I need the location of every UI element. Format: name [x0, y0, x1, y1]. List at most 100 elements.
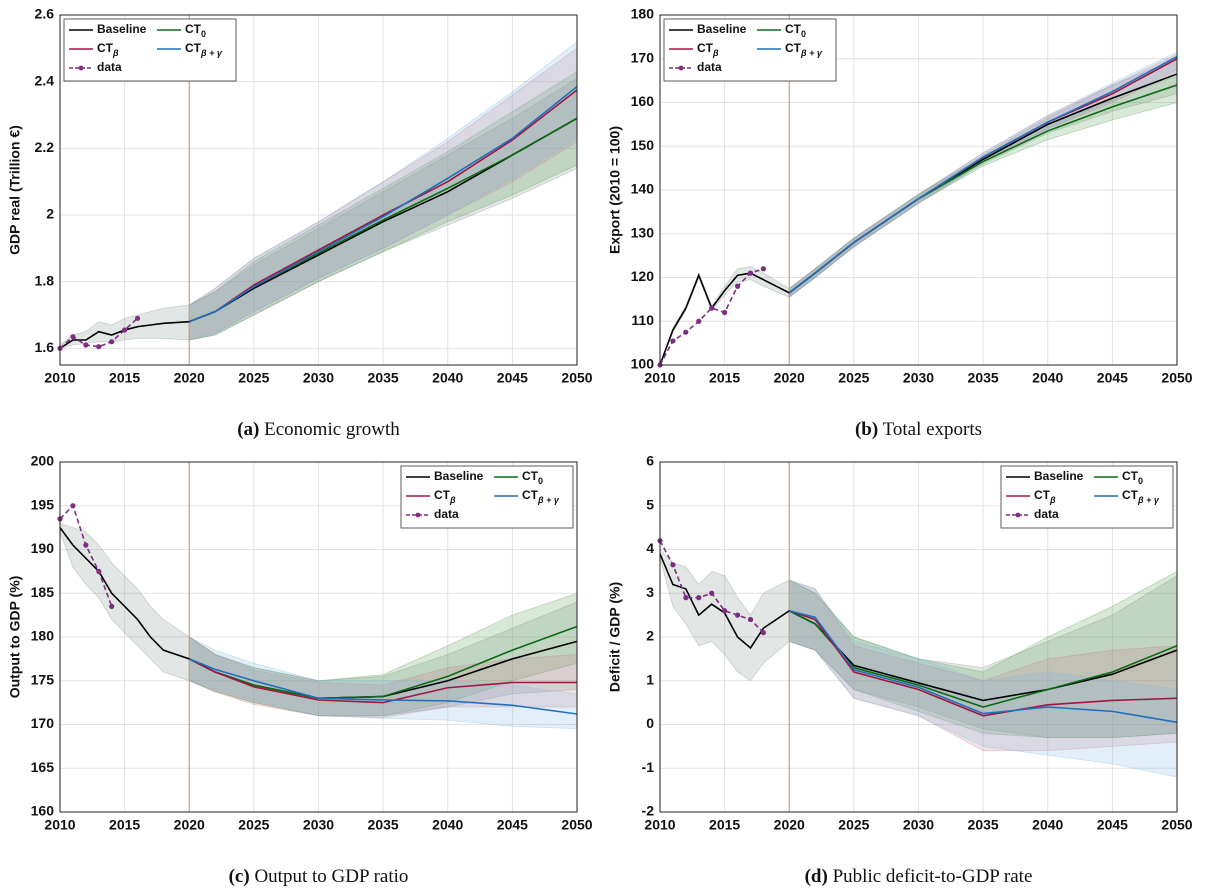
x-tick-label: 2040 — [432, 370, 463, 386]
data-point — [709, 590, 715, 596]
series-line — [188, 86, 578, 323]
x-tick-label: 2015 — [109, 817, 140, 833]
data-point — [696, 595, 702, 601]
x-tick-label: 2015 — [709, 817, 740, 833]
y-tick-label: 6 — [646, 453, 654, 469]
data-point — [734, 283, 741, 289]
y-tick-label: 3 — [646, 584, 654, 600]
legend-marker — [678, 65, 684, 71]
x-tick-label: 2035 — [968, 370, 999, 386]
legend-subscript: β + γ — [1137, 495, 1160, 505]
caption-label: (c) — [229, 866, 250, 887]
series-line — [659, 553, 1178, 702]
series-line — [659, 73, 1178, 366]
legend-name: CT — [185, 41, 202, 55]
y-tick-label: 185 — [31, 584, 55, 600]
plot-frame — [59, 461, 578, 813]
legend-name: data — [434, 507, 459, 521]
x-tick-label: 2040 — [1032, 817, 1063, 833]
data-point — [683, 595, 689, 601]
legend-name: CT — [434, 488, 451, 502]
caption: (a) Economic growth — [237, 419, 400, 440]
series-line — [59, 117, 578, 350]
y-tick-label: 1.8 — [35, 272, 55, 288]
x-tick-label: 2040 — [1032, 370, 1063, 386]
legend-subscript: β — [712, 48, 719, 58]
data-point — [83, 342, 89, 348]
legend-subscript: 0 — [538, 476, 543, 486]
plot-frame — [59, 14, 578, 366]
series-line — [188, 658, 577, 704]
y-tick-label: 140 — [631, 181, 655, 197]
legend-label: CTβ — [97, 41, 119, 58]
legend-subscript: β — [1049, 495, 1056, 505]
legend-marker — [415, 512, 421, 518]
series-line — [789, 609, 1178, 724]
legend-name: Baseline — [1034, 469, 1084, 483]
y-tick-label: 100 — [631, 356, 655, 372]
legend-label: data — [1034, 507, 1059, 521]
legend-label: CTβ + γ — [185, 41, 223, 58]
y-tick-label: 2.6 — [35, 6, 55, 22]
legend-subscript: β + γ — [537, 495, 560, 505]
x-tick-label: 2045 — [1097, 817, 1128, 833]
y-tick-label: 2.2 — [35, 139, 55, 155]
data-point — [109, 339, 115, 345]
legend-label: Baseline — [1034, 469, 1084, 483]
x-tick-label: 2020 — [774, 370, 805, 386]
x-tick-label: 2045 — [1097, 370, 1128, 386]
series-line — [188, 658, 578, 715]
data-point — [722, 309, 728, 316]
legend-label: CTβ + γ — [785, 41, 823, 58]
y-tick-label: 2.4 — [35, 72, 55, 88]
legend-subscript: 0 — [1138, 476, 1143, 486]
y-tick-label: 130 — [631, 224, 655, 240]
legend-name: CT — [785, 22, 802, 36]
legend-label: CT0 — [185, 22, 206, 39]
y-tick-label: 190 — [31, 540, 55, 556]
data-point — [722, 608, 728, 614]
y-tick-label: 180 — [31, 628, 55, 644]
legend-name: CT — [1034, 488, 1051, 502]
caption-label: (b) — [855, 419, 878, 440]
x-tick-label: 2035 — [368, 370, 399, 386]
legend-name: Baseline — [434, 469, 484, 483]
legend-label: Baseline — [434, 469, 484, 483]
x-tick-label: 2050 — [1161, 817, 1192, 833]
y-tick-label: 175 — [31, 671, 55, 687]
x-tick-label: 2040 — [432, 817, 463, 833]
x-tick-label: 2010 — [644, 817, 675, 833]
series-line — [788, 609, 1178, 717]
legend-label: CTβ + γ — [522, 488, 560, 505]
y-tick-label: 165 — [31, 759, 55, 775]
x-tick-label: 2035 — [368, 817, 399, 833]
caption-text: Public deficit-to-GDP rate — [833, 866, 1033, 887]
x-tick-label: 2045 — [497, 817, 528, 833]
legend-name: CT — [97, 41, 114, 55]
legend-name: Baseline — [697, 22, 747, 36]
y-axis-label: Deficit / GDP (%) — [607, 582, 623, 692]
x-tick-label: 2035 — [968, 817, 999, 833]
caption-text: Total exports — [883, 419, 982, 440]
y-tick-label: 160 — [631, 93, 655, 109]
data-point — [747, 270, 754, 276]
legend-subscript: β — [112, 48, 119, 58]
legend-subscript: β + γ — [800, 48, 823, 58]
x-tick-label: 2050 — [1161, 370, 1192, 386]
y-tick-label: 0 — [646, 715, 654, 731]
legend-subscript: 0 — [801, 29, 806, 39]
legend-name: CT — [1122, 469, 1139, 483]
y-tick-label: 4 — [646, 540, 654, 556]
x-tick-label: 2010 — [644, 370, 675, 386]
legend-name: CT — [522, 488, 539, 502]
data-point — [70, 334, 76, 340]
data-point — [83, 542, 89, 548]
panel: 2010 2015 2020 2025 2030 2035 2040 2045 2050 1.6 1… — [7, 6, 593, 441]
y-tick-label: 2 — [646, 628, 654, 644]
legend-subscript: 0 — [201, 29, 206, 39]
